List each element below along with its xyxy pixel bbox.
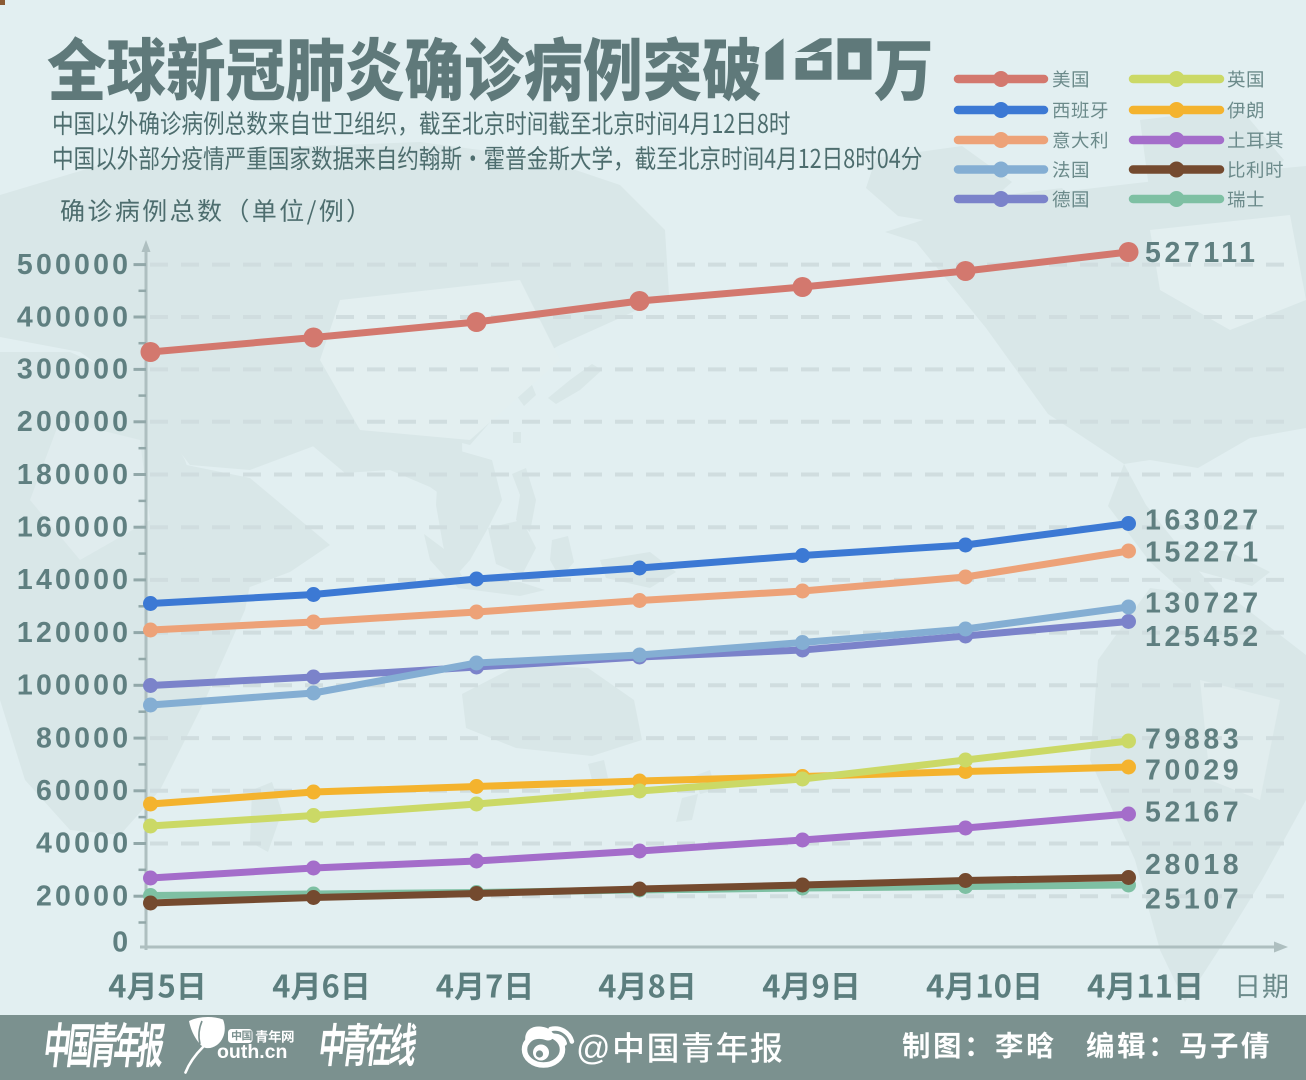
svg-text:70029: 70029: [1145, 754, 1242, 786]
svg-text:79883: 79883: [1145, 723, 1242, 755]
svg-text:25107: 25107: [1145, 883, 1242, 915]
svg-text:outh.cn: outh.cn: [217, 1041, 287, 1063]
svg-text:100000: 100000: [17, 670, 131, 702]
svg-text:160000: 160000: [17, 512, 131, 544]
svg-text:@: @: [576, 1030, 611, 1068]
svg-text:20000: 20000: [36, 880, 131, 912]
svg-text:163027: 163027: [1145, 504, 1262, 536]
svg-text:120000: 120000: [17, 617, 131, 649]
svg-text:152271: 152271: [1145, 536, 1262, 568]
svg-text:125452: 125452: [1145, 621, 1262, 653]
svg-text:130727: 130727: [1145, 587, 1262, 619]
svg-text:80000: 80000: [36, 722, 131, 754]
svg-text:140000: 140000: [17, 564, 131, 596]
svg-text:400000: 400000: [17, 301, 131, 333]
svg-text:28018: 28018: [1145, 849, 1242, 881]
svg-text:527111: 527111: [1145, 237, 1259, 269]
svg-text:180000: 180000: [17, 459, 131, 491]
svg-text:300000: 300000: [17, 354, 131, 386]
svg-text:60000: 60000: [36, 775, 131, 807]
svg-text:0: 0: [112, 926, 131, 958]
svg-text:200000: 200000: [17, 406, 131, 438]
svg-text:500000: 500000: [17, 249, 131, 281]
svg-text:52167: 52167: [1145, 796, 1242, 828]
svg-text:40000: 40000: [36, 828, 131, 860]
